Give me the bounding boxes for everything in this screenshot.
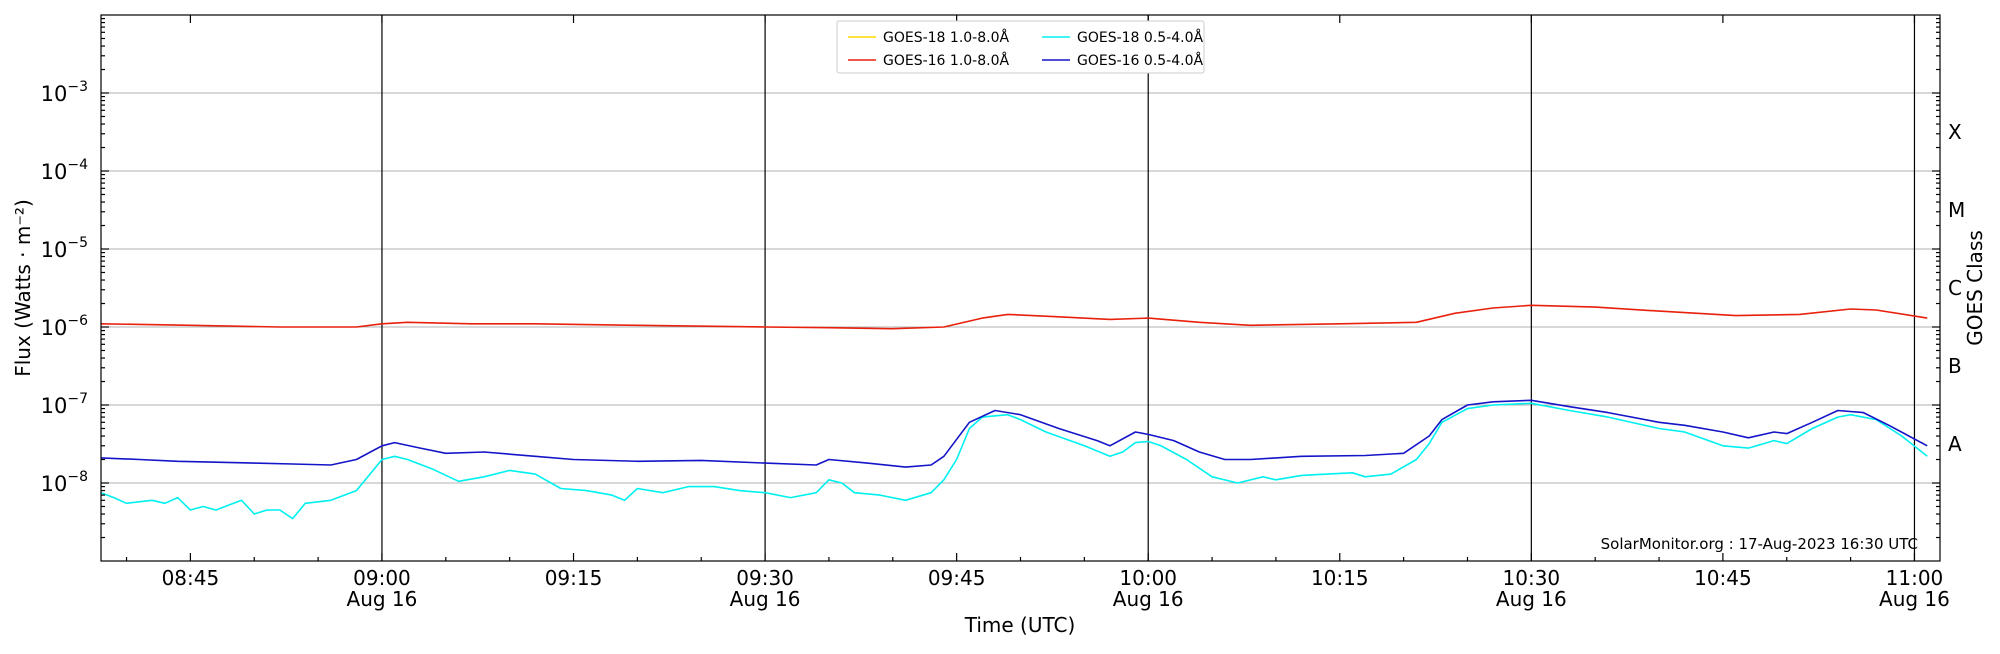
x-tick-label: 10:15: [1311, 566, 1369, 590]
legend: GOES-18 1.0-8.0Å GOES-16 1.0-8.0Å GOES-18 …: [836, 20, 1205, 74]
goes-class-c: C: [1948, 276, 1962, 300]
x-tick-label: 09:15: [545, 566, 603, 590]
plot-frame: [100, 14, 1941, 562]
vertical-time-markers: [381, 15, 1916, 561]
x-tick-label: 11:00: [1886, 566, 1944, 590]
x-tick-label: 08:45: [162, 566, 220, 590]
goes-class-a: A: [1948, 432, 1962, 456]
x-tick-label: 09:30: [736, 566, 794, 590]
y-tick-label: 10−3: [41, 79, 88, 106]
legend-label: GOES-16 1.0-8.0Å: [883, 52, 1009, 69]
right-axis-label: GOES Class: [1963, 230, 1987, 346]
x-tick-label: 10:30: [1503, 566, 1561, 590]
x-tick-sublabel: Aug 16: [1113, 587, 1184, 611]
goes-class-labels: A B C M X: [1948, 120, 1965, 456]
y-tick-label: 10−7: [41, 391, 88, 418]
legend-label: GOES-16 0.5-4.0Å: [1077, 52, 1203, 69]
goes-class-b: B: [1948, 354, 1962, 378]
x-tick-label: 09:45: [928, 566, 986, 590]
y-tick-label: 10−5: [41, 235, 88, 262]
series-layer: [100, 304, 1928, 520]
legend-label: GOES-18 0.5-4.0Å: [1077, 29, 1203, 46]
x-tick-sublabel: Aug 16: [1496, 587, 1567, 611]
goes-class-x: X: [1948, 120, 1962, 144]
x-tick-label: 10:45: [1694, 566, 1752, 590]
credit-text: SolarMonitor.org : 17-Aug-2023 16:30 UTC: [1601, 535, 1918, 553]
series-line-goes-18-0-5-4-0-: [100, 402, 1928, 520]
x-tick-label: 09:00: [353, 566, 411, 590]
series-line-goes-16-0-5-4-0-: [100, 399, 1928, 468]
grid-layer: [101, 92, 1940, 484]
x-tick-sublabel: Aug 16: [730, 587, 801, 611]
x-tick-label: 10:00: [1119, 566, 1177, 590]
x-tick-sublabel: Aug 16: [1879, 587, 1950, 611]
legend-label: GOES-18 1.0-8.0Å: [883, 29, 1009, 46]
y-tick-label: 10−4: [41, 157, 88, 184]
y-tick-label: 10−8: [41, 469, 88, 496]
y-axis-label: Flux (Watts · m⁻²): [11, 199, 35, 377]
y-tick-label: 10−6: [41, 313, 88, 340]
x-tick-sublabel: Aug 16: [347, 587, 418, 611]
goes-class-m: M: [1948, 198, 1965, 222]
x-axis-label: Time (UTC): [964, 613, 1076, 637]
legend-box: [836, 20, 1205, 74]
series-line-goes-16-1-0-8-0-: [100, 304, 1928, 330]
